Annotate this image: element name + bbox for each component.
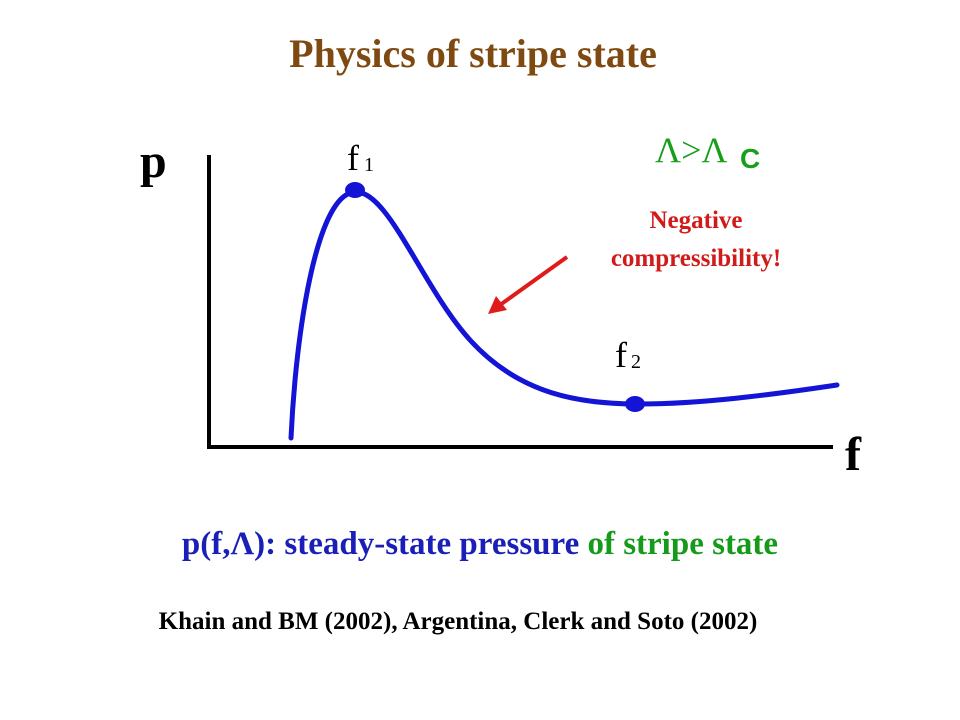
annotation-arrow-head (488, 296, 507, 314)
point-f2-marker (625, 396, 645, 412)
slide-title: Physics of stripe state (289, 31, 657, 76)
point-f1-subscript: 1 (364, 154, 374, 176)
annotation-line-2: compressibility! (611, 245, 781, 272)
caption-part-1: p(f,Λ): steady-state pressure (181, 526, 588, 562)
condition-label: Λ>Λ (655, 130, 728, 170)
condition-subscript: C (740, 143, 760, 174)
caption-part-2: of stripe state (587, 526, 779, 562)
point-f1-label: f (347, 138, 359, 178)
point-f2-subscript: 2 (631, 351, 641, 373)
annotation-line-1: Negative (649, 207, 742, 234)
pressure-curve (288, 189, 840, 441)
y-axis-label: p (140, 135, 167, 188)
annotation-arrow-shaft (498, 255, 569, 307)
x-axis-label: f (845, 428, 862, 481)
caption: p(f,Λ): steady-state pressure of stripe … (0, 526, 960, 563)
point-f1-marker (345, 182, 365, 198)
point-f2-label: f (615, 335, 627, 375)
citation: Khain and BM (2002), Argentina, Clerk an… (158, 608, 758, 635)
